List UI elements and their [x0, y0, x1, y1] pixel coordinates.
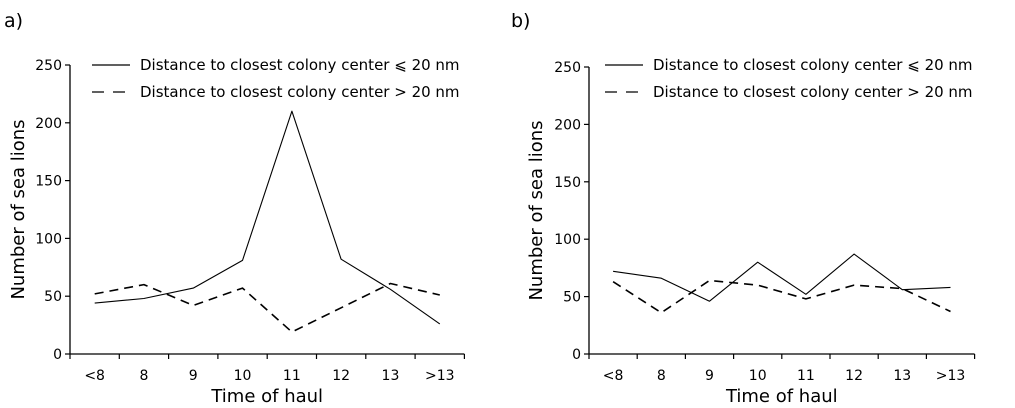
y-tick-label: 0 — [572, 347, 581, 363]
x-tick-label: 9 — [189, 368, 198, 384]
legend-label: Distance to closest colony center > 20 n… — [140, 83, 460, 101]
x-tick-label: 11 — [283, 368, 301, 384]
x-axis-title: Time of haul — [210, 386, 323, 407]
series-line-far — [94, 282, 440, 333]
y-tick-label: 50 — [44, 289, 62, 305]
x-tick-label: >13 — [936, 368, 966, 384]
series-line-far — [612, 279, 951, 314]
x-tick-label: 13 — [382, 368, 400, 384]
chart-panel-b: b) 0 50 100 150 200 250 <8 8 9 10 11 12 13 >13 Time of… — [508, 0, 1015, 408]
panel-label: b) — [511, 10, 531, 32]
y-tick-label: 100 — [35, 231, 62, 247]
y-tick-label: 250 — [554, 60, 581, 76]
x-tick-label: 12 — [332, 368, 350, 384]
line-chart-b: 0 50 100 150 200 250 <8 8 9 10 11 12 13 >13 Time of ha… — [526, 56, 976, 407]
x-tick-label: 12 — [845, 368, 863, 384]
x-tick-label: 10 — [234, 368, 252, 384]
y-tick-label: 200 — [554, 117, 581, 133]
line-chart-a: 0 50 100 150 200 250 <8 8 9 10 11 12 13 >13 Time of ha… — [8, 56, 465, 407]
y-tick-label: 50 — [563, 290, 581, 306]
y-axis-title: Number of sea lions — [526, 120, 547, 300]
legend-label: Distance to closest colony center ⩽ 20 n… — [140, 56, 460, 74]
series-line-near — [94, 110, 441, 325]
x-tick-label: 10 — [749, 368, 767, 384]
x-tick-label: 13 — [893, 368, 911, 384]
y-tick-label: 150 — [554, 175, 581, 191]
y-tick-label: 100 — [554, 232, 581, 248]
x-tick-label: >13 — [425, 368, 455, 384]
y-tick-label: 200 — [35, 116, 62, 132]
x-tick-label: 8 — [657, 368, 666, 384]
y-axis-title: Number of sea lions — [8, 119, 29, 299]
x-tick-label: 8 — [139, 368, 148, 384]
x-tick-label: <8 — [84, 368, 105, 384]
x-tick-label: <8 — [603, 368, 624, 384]
legend-label: Distance to closest colony center ⩽ 20 n… — [653, 56, 973, 74]
x-axis-title: Time of haul — [725, 386, 838, 407]
series-line-near — [613, 253, 951, 302]
legend-label: Distance to closest colony center > 20 n… — [653, 83, 973, 101]
x-tick-label: 11 — [797, 368, 815, 384]
x-tick-label: 9 — [705, 368, 714, 384]
y-tick-label: 0 — [53, 347, 62, 363]
panel-label: a) — [4, 10, 24, 32]
chart-panel-a: a) 0 50 100 150 200 250 <8 8 9 10 11 12 13 >13 Time of… — [0, 0, 507, 408]
y-tick-label: 150 — [35, 174, 62, 190]
y-tick-label: 250 — [35, 58, 62, 74]
